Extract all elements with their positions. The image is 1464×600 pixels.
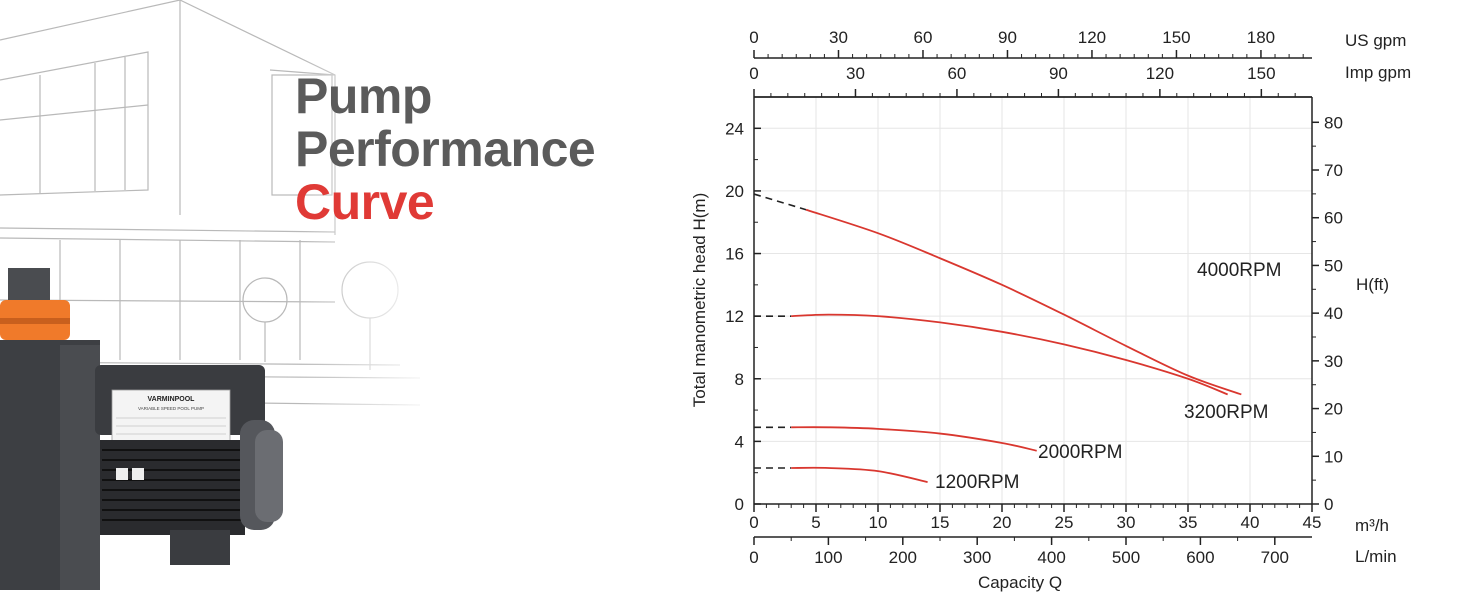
grid [754,97,1312,504]
series-4000rpm-line [805,208,1242,396]
series-3200rpm-line [791,313,1229,396]
headline-line-3: Curve [295,174,435,230]
y2-tick-label: 70 [1324,161,1343,180]
y-tick-label: 4 [735,432,744,451]
x-tick-label: 40 [1241,513,1260,532]
series-label-1200rpm: 1200RPM [935,472,1020,493]
x-top-usgpm-label: 120 [1078,28,1106,47]
x2-tick-label: 500 [1112,548,1140,567]
y-tick-label: 12 [725,307,744,326]
x-top-usgpm-label: 0 [749,28,758,47]
y-tick-label: 24 [725,119,744,138]
y-tick-label: 8 [735,370,744,389]
y-tick-label: 0 [735,495,744,514]
x-top-usgpm-label: 180 [1247,28,1275,47]
y2-tick-label: 0 [1324,495,1333,514]
x2-tick-label: 600 [1186,548,1214,567]
x-tick-label: 25 [1055,513,1074,532]
series-1200rpm-line [791,466,928,483]
headline-line-1: Pump [295,68,432,124]
y2-tick-label: 80 [1324,113,1343,132]
series-label-2000rpm: 2000RPM [1038,442,1123,463]
pump-subtitle-label: VARIABLE SPEED POOL PUMP [138,406,204,411]
x-top-impgpm-label: 150 [1247,64,1275,83]
y2-tick-label: 50 [1324,256,1343,275]
x2-tick-label: 300 [963,548,991,567]
x2-tick-label: 400 [1037,548,1065,567]
x-top-impgpm-label: 0 [749,64,758,83]
x-top-usgpm-label: 150 [1162,28,1190,47]
axes [753,50,1319,545]
x-top-usgpm-unit: US gpm [1345,31,1406,50]
x-tick-label: 45 [1303,513,1322,532]
series-label-3200rpm: 3200RPM [1184,402,1269,423]
y2-tick-label: 60 [1324,209,1343,228]
x2-tick-label: 100 [814,548,842,567]
y-axis-title: Total manometric head H(m) [690,193,709,407]
y2-tick-label: 30 [1324,352,1343,371]
x-tick-label: 10 [869,513,888,532]
x-top-impgpm-label: 120 [1146,64,1174,83]
y2-tick-label: 40 [1324,304,1343,323]
series-label-4000rpm: 4000RPM [1197,260,1282,281]
x-tick-label: 30 [1117,513,1136,532]
x2-tick-label: 0 [749,548,758,567]
y-tick-label: 20 [725,182,744,201]
y2-axis-title: H(ft) [1356,275,1389,294]
x-top-usgpm-label: 90 [998,28,1017,47]
x-tick-label: 15 [931,513,950,532]
x-tick-label: 5 [811,513,820,532]
x-unit-m3h: m³/h [1355,516,1389,535]
series-2000rpm-line [791,426,1037,452]
x-axis-title: Capacity Q [978,573,1062,592]
x-top-impgpm-label: 30 [846,64,865,83]
x2-tick-label: 700 [1261,548,1289,567]
x-tick-label: 0 [749,513,758,532]
x-unit-lmin: L/min [1355,547,1397,566]
series [753,193,1242,483]
series-4000rpm-dashed-extension [753,193,807,211]
x-top-usgpm-label: 30 [829,28,848,47]
x-top-impgpm-unit: Imp gpm [1345,63,1411,82]
x2-tick-label: 200 [889,548,917,567]
headline: Pump Performance Curve [295,68,596,230]
y-tick-label: 16 [725,245,744,264]
x-top-impgpm-label: 90 [1049,64,1068,83]
x-tick-label: 20 [993,513,1012,532]
y2-tick-label: 10 [1324,447,1343,466]
x-tick-label: 35 [1179,513,1198,532]
x-top-usgpm-label: 60 [914,28,933,47]
x-top-impgpm-label: 60 [947,64,966,83]
labels: 0 4 8 12 16 20 24 0 10 20 30 40 50 60 70 80 0 5 10 15 20 25 30… [690,28,1411,592]
y2-tick-label: 20 [1324,400,1343,419]
pump-illustration: VARMINPOOL VARIABLE SPEED POOL PUMP [0,0,440,600]
headline-line-2: Performance [295,121,596,177]
pump-brand-label: VARMINPOOL [148,396,196,403]
pump-body: VARMINPOOL VARIABLE SPEED POOL PUMP [0,268,283,590]
